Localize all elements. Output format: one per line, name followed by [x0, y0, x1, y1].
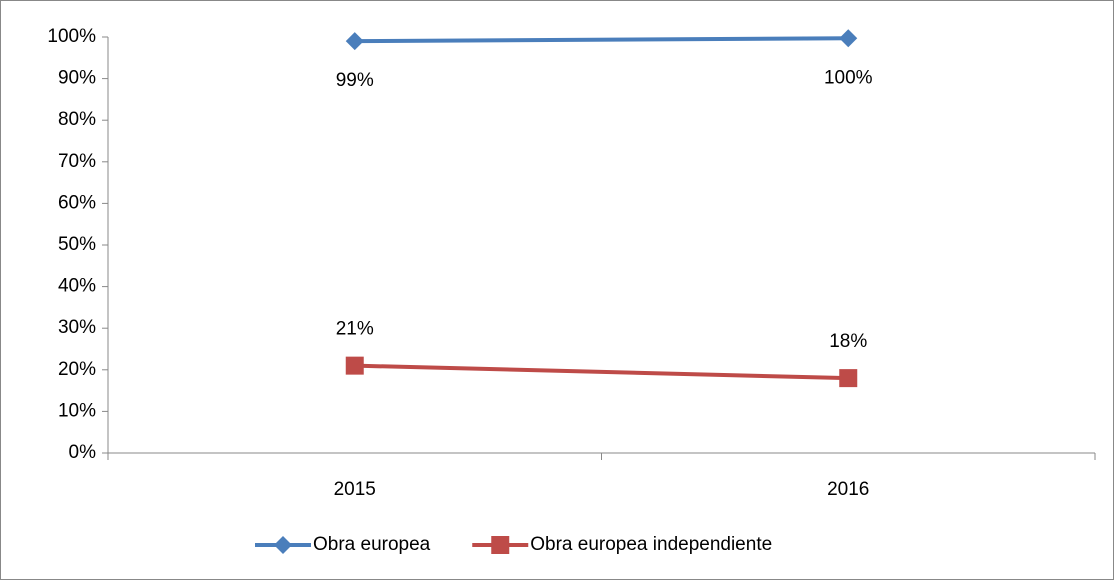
data-point: [839, 29, 858, 48]
y-tick-label: 70%: [58, 151, 96, 172]
data-label: 21%: [336, 319, 374, 340]
y-tick-label: 80%: [58, 109, 96, 130]
data-point: [345, 356, 364, 375]
y-tick-label: 0%: [69, 442, 97, 463]
legend-label: Obra europea: [313, 534, 431, 555]
x-tick-label: 2016: [827, 479, 869, 500]
data-label: 18%: [829, 331, 867, 352]
x-tick-label: 2015: [334, 479, 376, 500]
y-tick-label: 30%: [58, 317, 96, 338]
data-label: 100%: [824, 67, 873, 88]
y-tick-label: 60%: [58, 192, 96, 213]
data-label: 99%: [336, 70, 374, 91]
legend-marker: [491, 536, 510, 554]
data-point: [839, 369, 858, 388]
data-point: [345, 32, 364, 51]
legend-marker: [274, 536, 292, 554]
series-line: [354, 36, 849, 44]
y-tick-label: 100%: [47, 26, 96, 47]
legend-label: Obra europea independiente: [530, 534, 772, 555]
y-tick-label: 20%: [58, 359, 96, 380]
series-line: [354, 363, 849, 381]
y-tick-label: 10%: [58, 400, 96, 421]
y-tick-label: 90%: [58, 68, 96, 89]
y-tick-label: 40%: [58, 276, 96, 297]
y-tick-label: 50%: [58, 234, 96, 255]
